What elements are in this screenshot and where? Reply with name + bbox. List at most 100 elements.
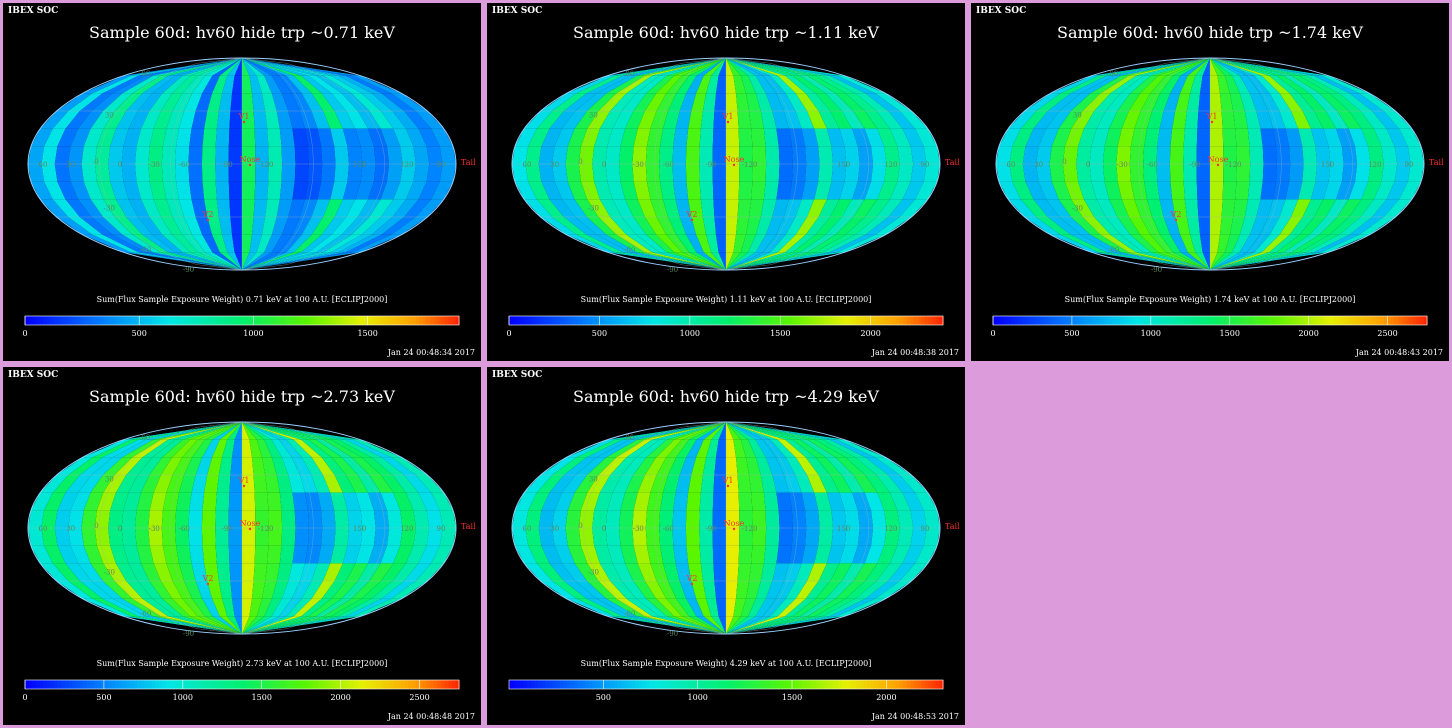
map-pixel (845, 217, 877, 235)
colorbar-cell (856, 680, 861, 689)
map-pixel (431, 545, 454, 564)
map-pixel (726, 475, 739, 493)
map-pixel (610, 217, 637, 235)
colorbar-cell (79, 316, 84, 325)
map-pixel (242, 528, 256, 546)
map-pixel (202, 492, 217, 511)
colorbar-cell (332, 316, 337, 325)
colorbar-cell (202, 680, 207, 689)
map-pixel (229, 475, 242, 493)
map-pixel (321, 164, 336, 182)
map-pixel (1336, 181, 1356, 200)
map-pixel (175, 58, 242, 76)
colorbar-cell (715, 316, 720, 325)
map-pixel (256, 234, 272, 253)
map-pixel (70, 181, 91, 200)
colorbar-cell (892, 680, 897, 689)
map-pixel (620, 492, 638, 511)
map-pixel (1383, 111, 1412, 129)
map-pixel (737, 199, 752, 217)
map-pixel (1180, 234, 1196, 253)
map-pixel (607, 181, 626, 200)
map-pixel (864, 199, 890, 217)
colorbar-cell (895, 680, 901, 689)
colorbar-cell (809, 316, 814, 325)
colorbar-cell (1343, 316, 1349, 325)
colorbar-tick-label: 1000 (173, 693, 193, 702)
map-pixel (182, 75, 206, 94)
colorbar-cell (697, 316, 702, 325)
map-pixel (626, 598, 660, 617)
colorbar-cell (548, 680, 553, 689)
map-pixel (897, 146, 914, 164)
map-pixel (160, 252, 242, 270)
map-pixel (1190, 234, 1203, 253)
map-pixel (242, 252, 316, 270)
map-pixel (679, 217, 697, 235)
map-pixel (587, 581, 617, 599)
map-pixel (752, 164, 767, 182)
map-pixel (621, 457, 647, 475)
map-pixel (68, 581, 103, 599)
colorbar-cell (451, 316, 456, 325)
map-pixel (514, 492, 537, 511)
map-pixel (115, 199, 138, 217)
map-pixel (1239, 75, 1260, 94)
map-pixel (431, 128, 454, 147)
map-pixel (52, 199, 80, 217)
map-pixel (789, 181, 806, 200)
colorbar-cell (841, 680, 846, 689)
map-pixel (1165, 252, 1210, 270)
map-pixel (596, 75, 638, 94)
colorbar-cell (321, 680, 326, 689)
map-pixel (1058, 111, 1083, 129)
map-pixel (1239, 234, 1260, 253)
colorbar-cell (924, 680, 930, 689)
colorbar-cell (256, 680, 261, 689)
map-pixel (1083, 111, 1106, 129)
map-pixel (841, 111, 865, 129)
colorbar-cell (776, 680, 781, 689)
map-pixel (676, 598, 697, 617)
map-pixel (439, 164, 456, 182)
map-pixel (576, 439, 623, 458)
map-pixel (91, 217, 123, 235)
map-pixel (1210, 252, 1277, 270)
map-pixel (1071, 93, 1101, 111)
map-pixel (726, 492, 740, 511)
map-pixel (380, 545, 401, 564)
colorbar-cell (845, 680, 850, 689)
map-pixel (152, 75, 183, 94)
marker-v1-dot (726, 120, 730, 124)
map-pixel (137, 457, 163, 475)
colorbar-cell (559, 316, 564, 325)
map-pixel (44, 492, 66, 511)
colorbar-cell (285, 316, 290, 325)
colorbar-cell (296, 316, 301, 325)
colorbar-cell (769, 680, 774, 689)
colorbar-cell (401, 680, 406, 689)
map-pixel (202, 234, 220, 253)
colorbar-cell (610, 680, 615, 689)
map-pixel (393, 181, 414, 200)
map-pixel (876, 563, 903, 581)
map-pixel (1104, 181, 1122, 200)
colorbar-cell (1289, 316, 1294, 325)
map-pixel (826, 128, 845, 147)
colorbar-cell (747, 316, 752, 325)
lon-label: 0 (118, 161, 122, 169)
map-pixel (1134, 199, 1153, 217)
colorbar-cell (852, 316, 857, 325)
map-pixel (1196, 181, 1210, 200)
map-pixel (242, 252, 302, 270)
map-pixel (607, 492, 626, 511)
map-pixel (1337, 111, 1362, 129)
map-pixel (305, 492, 322, 511)
map-pixel (876, 199, 903, 217)
colorbar-tick-label: 500 (592, 329, 607, 338)
map-pixel (242, 252, 324, 270)
colorbar-cell (426, 316, 431, 325)
map-pixel (1060, 75, 1107, 94)
lon-label: 0 (1086, 161, 1090, 169)
